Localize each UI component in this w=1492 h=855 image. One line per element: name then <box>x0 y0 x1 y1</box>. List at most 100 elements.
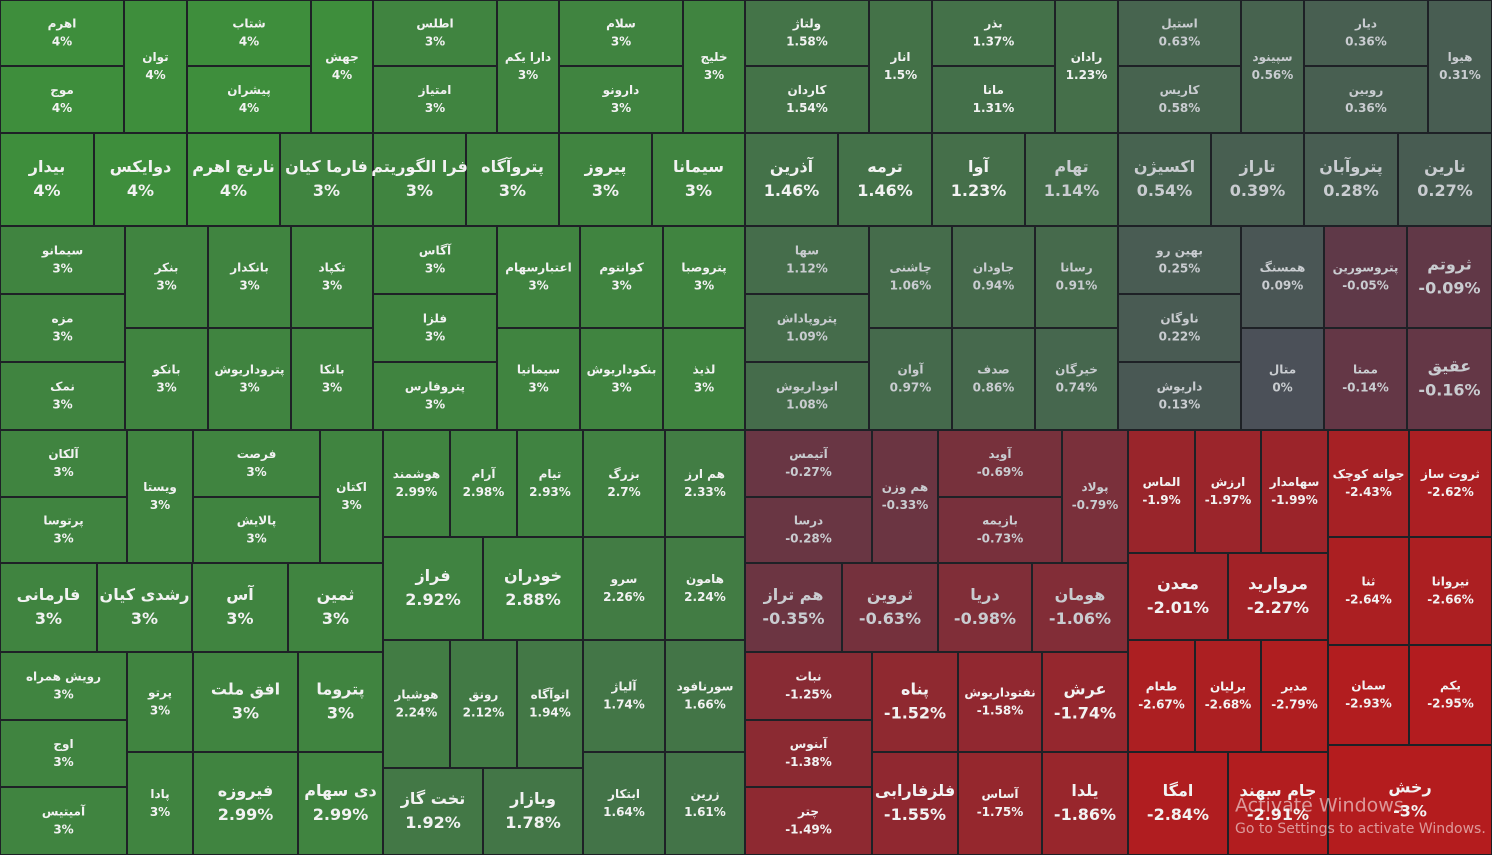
cell <box>451 641 516 767</box>
cell-label: فارما کیان <box>285 157 368 176</box>
cell <box>209 329 290 429</box>
cell-label: آوان <box>898 362 925 378</box>
cell-label: جهش <box>325 50 359 64</box>
cell-label: سرو <box>610 572 638 587</box>
cell <box>1325 227 1406 327</box>
cell-value: 0.27% <box>1417 181 1473 200</box>
cell-label: هم ارز <box>684 467 725 481</box>
cell-label: پتروداریوش <box>214 363 284 378</box>
cell-value: -0.14% <box>1342 381 1389 395</box>
cell <box>653 134 744 225</box>
cell-label: ابتکار <box>607 787 640 801</box>
cell <box>1305 1 1427 65</box>
cell-value: -2.62% <box>1427 485 1474 499</box>
cell-label: پناه <box>901 680 929 700</box>
cell <box>194 653 297 751</box>
cell <box>746 67 868 132</box>
cell-value: 4% <box>127 181 154 200</box>
cell <box>746 227 868 293</box>
cell <box>1 295 124 361</box>
cell-label: داریوش <box>1157 380 1203 395</box>
cell-label: آمیتیس <box>42 804 86 819</box>
cell-label: جوانه کوچک <box>1333 467 1405 482</box>
cell-label: وبازار <box>509 789 556 808</box>
cell <box>666 431 744 536</box>
cell-value: 2.99% <box>218 805 274 824</box>
cell-value: -0.73% <box>977 532 1024 546</box>
cell <box>1329 746 1491 854</box>
cell <box>467 134 558 225</box>
cell-value: -2.95% <box>1427 697 1474 711</box>
cell <box>873 753 957 854</box>
cell <box>374 67 496 132</box>
cell-label: آلیاژ <box>611 679 638 694</box>
cell-label: سپینود <box>1252 50 1292 65</box>
cell-label: پیشران <box>227 83 270 97</box>
cell-label: فرا الگوریتم <box>371 157 468 176</box>
cell <box>128 753 192 854</box>
cell <box>1229 753 1327 854</box>
cell-label: نفتوداریوش <box>964 686 1035 701</box>
cell-value: 3% <box>246 532 266 546</box>
cell-value: 1.08% <box>786 398 828 412</box>
cell-label: هوشیار <box>394 688 439 703</box>
cell-label: ثروتم <box>1427 255 1471 274</box>
cell <box>1196 431 1260 552</box>
cell-label: سلام <box>606 17 636 32</box>
cell <box>870 1 931 132</box>
cell-label: فرصت <box>237 447 277 461</box>
cell <box>1196 641 1260 751</box>
cell-label: اطلس <box>416 17 453 31</box>
cell <box>292 227 372 327</box>
cell-label: اکتان <box>336 480 367 494</box>
cell <box>1 67 123 132</box>
cell-label: رویش همراه <box>26 670 101 685</box>
cell <box>374 295 496 361</box>
cell <box>870 329 951 429</box>
cell-label: معدن <box>1157 574 1199 593</box>
cell <box>1429 1 1491 132</box>
cell-value: -2.64% <box>1345 593 1392 607</box>
cell-label: اهرم <box>48 17 77 32</box>
cell-value: 1.09% <box>786 330 828 344</box>
cell <box>1410 646 1491 744</box>
cell-value: 2.7% <box>607 485 640 499</box>
cell <box>959 753 1041 854</box>
cell <box>126 329 207 429</box>
cell-label: رخش <box>1388 778 1431 797</box>
cell-value: 0.97% <box>890 381 932 395</box>
cell-value: 2.93% <box>529 485 571 499</box>
cell <box>1043 753 1127 854</box>
cell-value: 3% <box>611 279 631 293</box>
cell-label: هامون <box>686 572 724 587</box>
cell-value: -2.79% <box>1271 698 1318 712</box>
cell-label: بانکا <box>319 363 344 377</box>
cell <box>1129 641 1194 751</box>
cell-value: 3% <box>694 381 714 395</box>
cell <box>1329 646 1408 744</box>
cell-value: -2.68% <box>1205 698 1252 712</box>
cell <box>384 431 449 536</box>
cell-label: ناوگان <box>1160 312 1198 327</box>
cell-label: خودران <box>504 566 562 585</box>
cell-value: 3% <box>313 181 340 200</box>
cell-value: -0.35% <box>762 609 824 628</box>
cell-value: 0.54% <box>1137 181 1193 200</box>
cell <box>1 134 93 225</box>
cell <box>939 431 1061 496</box>
cell-value: 2.99% <box>313 805 369 824</box>
cell-value: 1.23% <box>951 181 1007 200</box>
cell <box>584 753 664 854</box>
cell-label: آوید <box>988 446 1012 462</box>
cell <box>746 564 841 651</box>
cell-value: 3% <box>592 181 619 200</box>
cell <box>321 431 382 562</box>
cell-value: -1.52% <box>884 704 946 723</box>
cell-label: ولتاژ <box>792 17 821 32</box>
cell <box>664 227 744 327</box>
cell-value: 2.24% <box>684 590 726 604</box>
cell-label: تیام <box>539 467 562 482</box>
cell <box>1 1 123 65</box>
cell <box>1 498 126 562</box>
cell-label: پتروپاداش <box>777 312 837 327</box>
